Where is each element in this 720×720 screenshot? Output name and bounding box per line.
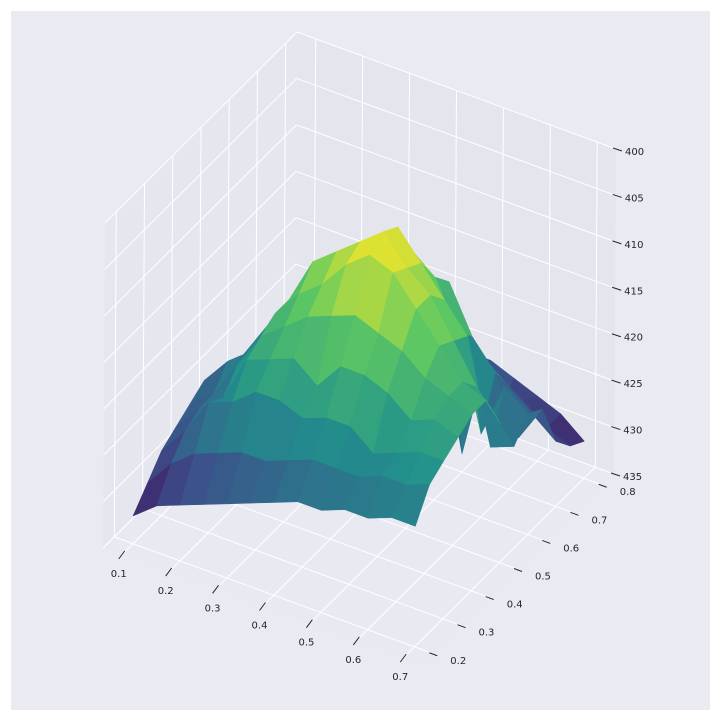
y-tick-label: 0.2	[450, 656, 466, 667]
y-tick-mark	[457, 624, 466, 629]
y-tick-label: 0.6	[563, 543, 579, 554]
floor-gridline-y	[142, 508, 462, 627]
back-gridline-x	[594, 142, 598, 468]
left-gridline-y	[113, 211, 117, 537]
y-tick-mark	[542, 539, 551, 544]
z-tick-mark	[612, 240, 622, 245]
y-tick-label: 0.3	[479, 628, 495, 639]
left-gridline-z	[103, 263, 296, 456]
x-tick-label: 0.6	[345, 655, 361, 666]
left-gridline-z	[104, 78, 298, 270]
z-tick-mark	[611, 286, 622, 291]
back-gridline-x	[547, 124, 551, 450]
z-tick-mark	[612, 193, 622, 198]
surface-facet	[391, 483, 430, 527]
left-gridline-y	[170, 155, 174, 481]
z-tick-mark	[611, 426, 621, 431]
surface-plot	[132, 226, 585, 527]
x-tick-label: 0.1	[111, 569, 127, 580]
x-tick-label: 0.5	[298, 638, 314, 649]
back-gridline-z	[296, 31, 617, 150]
x-tick-mark	[165, 567, 173, 577]
y-tick-label: 0.5	[535, 572, 551, 583]
x-tick-label: 0.2	[158, 586, 174, 597]
y-tick-mark	[513, 568, 523, 572]
y-tick-mark	[429, 652, 438, 657]
axis-ticks: 0.1 0.2 0.3 0.4 0.5 0.6 0.7 0.2 0.3 0.4 0.5 0.6 0.7 0…	[111, 147, 644, 683]
z-tick-mark	[611, 379, 621, 384]
floor-gridline-y	[114, 536, 434, 655]
z-tick-label: 410	[624, 240, 643, 251]
z-tick-label: 425	[624, 379, 643, 390]
z-tick-label: 405	[625, 193, 644, 204]
x-tick-mark	[399, 653, 407, 663]
y-tick-label: 0.4	[507, 600, 523, 611]
y-tick-label: 0.7	[591, 515, 607, 526]
back-gridline-z	[295, 217, 616, 336]
z-tick-mark	[610, 472, 621, 477]
x-tick-mark	[212, 584, 219, 594]
y-tick-mark	[598, 483, 607, 488]
z-tick-label: 415	[624, 286, 643, 297]
z-tick-label: 420	[624, 333, 643, 344]
z-tick-mark	[612, 147, 623, 152]
z-tick-label: 400	[625, 147, 644, 158]
left-gridline-z	[104, 124, 297, 317]
x-tick-label: 0.4	[252, 621, 268, 632]
y-tick-label: 0.8	[620, 487, 636, 498]
x-tick-mark	[259, 602, 266, 611]
x-tick-mark	[118, 550, 126, 560]
z-tick-mark	[611, 333, 622, 338]
y-tick-mark	[570, 511, 579, 516]
back-gridline-z	[296, 124, 616, 243]
x-tick-mark	[306, 619, 313, 629]
back-gridline-z	[295, 170, 616, 289]
x-tick-label: 0.3	[205, 603, 221, 614]
z-tick-label: 435	[623, 472, 642, 483]
left-gridline-y	[142, 183, 146, 509]
back-gridline-z	[296, 77, 616, 196]
x-tick-label: 0.7	[392, 672, 408, 683]
left-gridline-z	[104, 31, 298, 224]
z-tick-label: 430	[623, 426, 642, 437]
y-tick-mark	[485, 596, 494, 601]
left-gridline-z	[103, 170, 297, 363]
left-gridline-z	[103, 217, 297, 410]
x-tick-mark	[352, 636, 360, 646]
